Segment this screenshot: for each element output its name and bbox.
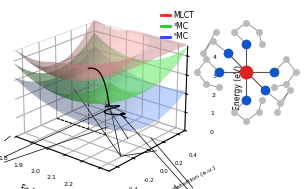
- Legend: MLCT, ³MC, ⁵MC: MLCT, ³MC, ⁵MC: [158, 8, 197, 45]
- X-axis label: Fe-N (Å): Fe-N (Å): [19, 183, 51, 189]
- Y-axis label: tetragonal distortion (a.u.): tetragonal distortion (a.u.): [141, 165, 217, 189]
